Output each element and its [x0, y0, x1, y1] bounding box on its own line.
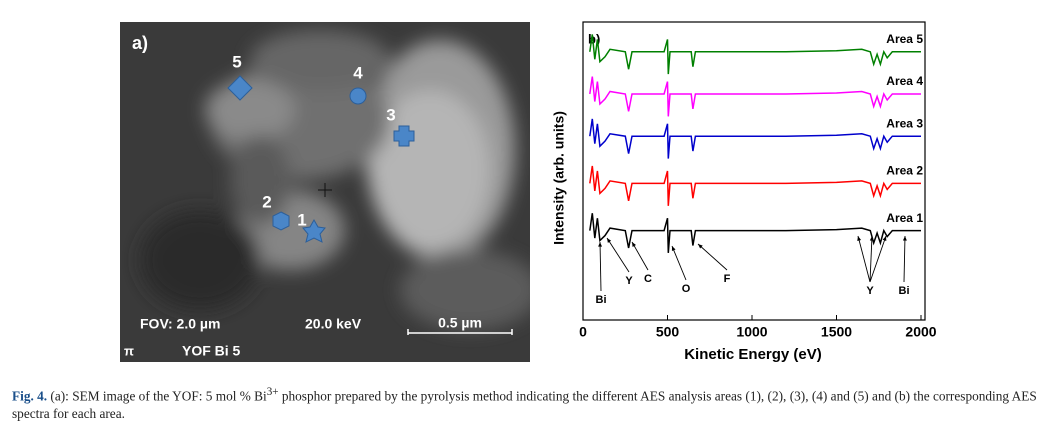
annotation-arrow: [869, 235, 887, 283]
spectrum-line: [589, 213, 921, 253]
arrow-head: [857, 236, 862, 241]
area-marker-label: 2: [262, 192, 271, 211]
annotation-label: Y: [866, 285, 874, 297]
voltage-label: 20.0 keV: [305, 316, 362, 332]
annotation-arrow: [903, 235, 906, 283]
annotation-label: C: [644, 273, 652, 285]
x-tick-label: 1500: [821, 324, 852, 340]
arrow-head: [902, 236, 907, 241]
annotation-label: Bi: [899, 285, 910, 297]
caption-text: (a): SEM image of the YOF: 5 mol % Bi: [50, 388, 267, 404]
spectrum-line: [589, 118, 921, 159]
annotation-arrow: [697, 243, 728, 271]
panel-label: a): [132, 33, 148, 53]
area-marker-label: 3: [386, 105, 395, 124]
arrow-head: [882, 236, 887, 241]
fov-label: FOV: 2.0 µm: [140, 316, 220, 332]
series-label: Area 2: [886, 164, 923, 178]
area-marker-label: 1: [297, 210, 306, 229]
x-tick-label: 2000: [905, 324, 936, 340]
annotation-label: F: [724, 273, 731, 285]
sample-label: YOF Bi 5: [182, 343, 241, 359]
series-label: Area 3: [886, 116, 923, 130]
caption-superscript: 3+: [266, 386, 279, 398]
annotation-arrow: [671, 245, 687, 281]
caption-label: Fig. 4.: [12, 388, 48, 404]
sem-image: a) 5 4 3 2 1 FOV: 2.0 µm 20.0 keV 0.5 µm…: [120, 22, 530, 362]
spectrum-line: [589, 76, 921, 117]
arrow-head: [698, 244, 703, 249]
figure: a) 5 4 3 2 1 FOV: 2.0 µm 20.0 keV 0.5 µm…: [120, 21, 937, 363]
annotation-arrow: [869, 235, 873, 283]
x-tick-label: 0: [579, 324, 587, 340]
series-label: Area 5: [886, 32, 923, 46]
spectrum-line: [589, 165, 921, 206]
series-label: Area 1: [886, 211, 923, 225]
annotation-arrow: [631, 241, 649, 271]
arrow-head: [632, 242, 636, 247]
annotation-label: Y: [625, 275, 633, 287]
x-axis-title: Kinetic Energy (eV): [684, 346, 822, 363]
x-tick-label: 1000: [736, 324, 767, 340]
area-marker-label: 4: [353, 63, 363, 82]
y-axis-title: Intensity (arb. units): [551, 111, 567, 245]
series-label: Area 4: [886, 74, 923, 88]
caption: Fig. 4. (a): SEM image of the YOF: 5 mol…: [12, 383, 1057, 423]
spectrum-line: [589, 34, 921, 75]
arrow-head: [607, 238, 612, 243]
annotation-label: Bi: [596, 294, 607, 306]
arrow-head: [869, 236, 874, 241]
annotation-arrow: [599, 241, 602, 292]
arrow-head: [598, 242, 603, 247]
icon-label: π: [124, 343, 134, 358]
caption-text: phosphor prepared by the pyrolysis metho…: [12, 388, 1037, 422]
annotation-arrow: [606, 237, 630, 273]
area-marker-label: 5: [232, 52, 241, 71]
annotation-label: O: [682, 283, 691, 295]
spectra-chart: b) Kinetic Energy (eV) Intensity (arb. u…: [551, 21, 937, 363]
scale-bar-label: 0.5 µm: [438, 315, 482, 331]
arrow-head: [671, 246, 676, 251]
annotation-arrow: [857, 235, 871, 283]
x-tick-label: 500: [656, 324, 680, 340]
